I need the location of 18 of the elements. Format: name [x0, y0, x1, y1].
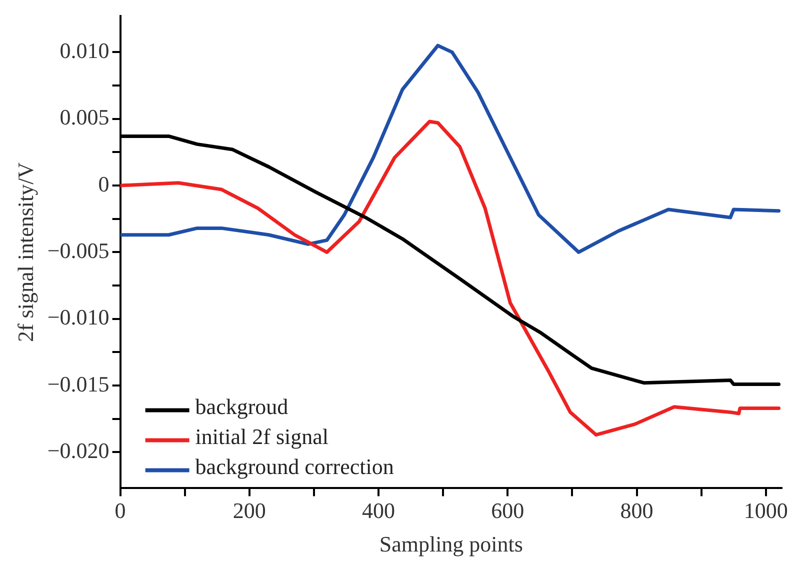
y-tick-label: −0.010: [47, 304, 110, 330]
y-tick-label: −0.020: [47, 438, 110, 463]
y-tick-label: −0.015: [47, 371, 110, 396]
legend-label: background correction: [195, 454, 394, 479]
y-tick-label: 0.005: [60, 104, 110, 130]
x-tick-label: 600: [491, 498, 524, 524]
x-axis-title: Sampling points: [379, 532, 523, 557]
legend-label: initial 2f signal: [195, 424, 329, 449]
x-tick-label: 800: [620, 498, 654, 524]
y-tick-label: 0.010: [60, 38, 110, 63]
x-tick-label: 0: [114, 498, 126, 524]
legend-label: backgroud: [195, 394, 288, 419]
x-tick-label: 200: [232, 498, 266, 524]
x-tick-label: 1000: [744, 498, 788, 524]
y-tick-label: 0: [98, 171, 110, 196]
y-tick-label: −0.005: [47, 238, 110, 263]
x-tick-label: 400: [362, 498, 396, 524]
y-axis-title: 2f signal intensity/V: [12, 162, 38, 342]
